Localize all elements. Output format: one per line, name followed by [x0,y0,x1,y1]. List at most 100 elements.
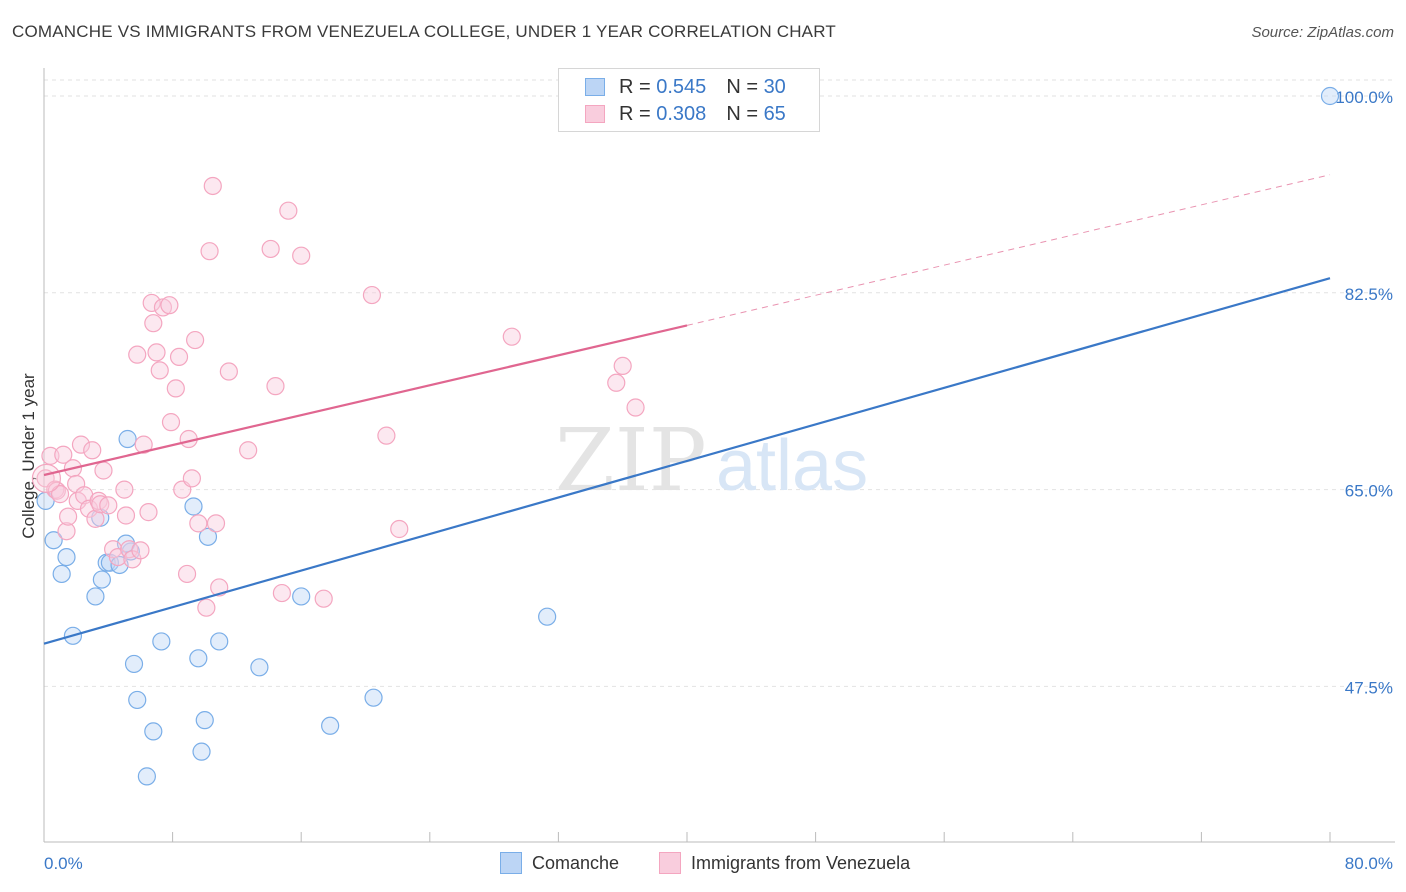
venezuela-point [502,327,521,346]
y-tick-label: 65.0% [1345,482,1393,501]
venezuela-point [86,509,105,528]
comanche-point [144,722,163,741]
venezuela-point [31,463,62,493]
venezuela-point [189,514,208,533]
comanche-point [538,607,557,626]
venezuela-point [613,356,632,376]
x-tick-label-max: 80.0% [1345,854,1393,873]
stats-legend-row-venezuela: R = 0.308 N = 65 [585,103,786,125]
r-label: R = [619,75,651,98]
venezuela-point [377,426,396,445]
venezuela-point [266,377,285,396]
y-tick-label: 100.0% [1335,88,1393,107]
venezuela-point [54,445,73,464]
comanche-point [92,570,111,589]
watermark-zip: ZIP [555,411,707,511]
r-label: R = [619,102,651,125]
y-axis-label: College, Under 1 year [19,373,38,539]
comanche-point [321,716,340,735]
comanche-point [184,497,203,516]
venezuela-point [144,314,163,333]
venezuela-point [142,293,161,313]
y-tick-label: 47.5% [1345,678,1393,697]
venezuela-point [182,469,201,488]
comanche-legend-swatch [500,852,522,874]
venezuela-point [115,480,134,499]
venezuela-point [99,496,118,515]
r-value: 0.545 [656,75,707,98]
comanche-point [189,649,208,668]
n-value: 65 [763,102,786,125]
venezuela-point [197,598,216,617]
comanche-point [86,587,105,606]
comanche-point [152,632,171,651]
venezuela-point [261,239,280,259]
venezuela-point [314,589,333,608]
comanche-point [52,564,71,584]
venezuela-point [390,519,409,539]
chart-title: COMANCHE VS IMMIGRANTS FROM VENEZUELA CO… [12,22,836,41]
venezuela-swatch [585,105,605,123]
n-value: 30 [763,75,786,98]
x-tick-label-min: 0.0% [44,854,83,873]
venezuela-point [134,435,153,454]
venezuela-point [177,564,197,584]
n-label: N = [726,102,758,125]
venezuela-point [203,176,222,196]
venezuela-point [607,373,626,392]
venezuela-point [239,441,258,460]
venezuela-point [160,296,179,315]
venezuela-point [128,345,147,364]
venezuela-point [50,485,70,504]
venezuela-trendline-extension [686,174,1331,326]
venezuela-point [166,379,185,398]
comanche-point [57,547,76,567]
source-label: Source: ZipAtlas.com [1251,24,1394,41]
venezuela-point [206,514,226,533]
venezuela-point [292,246,311,265]
stats-legend: R = 0.545 N = 30 R = 0.308 N = 65 [558,68,820,132]
venezuela-trendline [43,324,688,477]
venezuela-point [131,541,150,560]
comanche-point [137,767,156,786]
comanche-point [124,654,144,674]
comanche-point [292,587,311,606]
venezuela-point [626,398,645,417]
watermark-atlas: atlas [716,426,868,506]
venezuela-point [169,347,189,367]
venezuela-legend-label: Immigrants from Venezuela [691,852,911,873]
venezuela-point [186,330,205,350]
comanche-legend-label: Comanche [532,852,620,873]
venezuela-point [59,507,78,526]
venezuela-point [116,506,136,525]
comanche-point [210,632,229,651]
comanche-point [364,688,383,707]
venezuela-point [83,441,102,460]
legend-item-venezuela[interactable]: Immigrants from Venezuela [659,852,910,874]
venezuela-point [150,361,169,380]
comanche-point [198,527,218,546]
comanche-point [128,690,147,710]
comanche-point [118,429,137,449]
venezuela-point [47,481,66,500]
venezuela-point [219,362,238,381]
comanche-point [44,531,63,550]
legend-item-comanche[interactable]: Comanche [500,852,619,874]
comanche-swatch [585,78,605,96]
venezuela-point [279,201,298,220]
comanche-trendline [43,277,1331,645]
venezuela-point [94,461,113,480]
comanche-point [1320,86,1340,106]
venezuela-point [200,242,219,261]
venezuela-point [161,413,181,432]
venezuela-legend-swatch [659,852,681,874]
venezuela-point [147,343,166,362]
comanche-point [195,711,214,730]
venezuela-point [272,583,292,603]
venezuela-point [71,435,91,454]
comanche-point [250,658,269,677]
venezuela-point [57,522,76,541]
stats-legend-row-comanche: R = 0.545 N = 30 [585,76,786,98]
comanche-point [192,742,211,761]
